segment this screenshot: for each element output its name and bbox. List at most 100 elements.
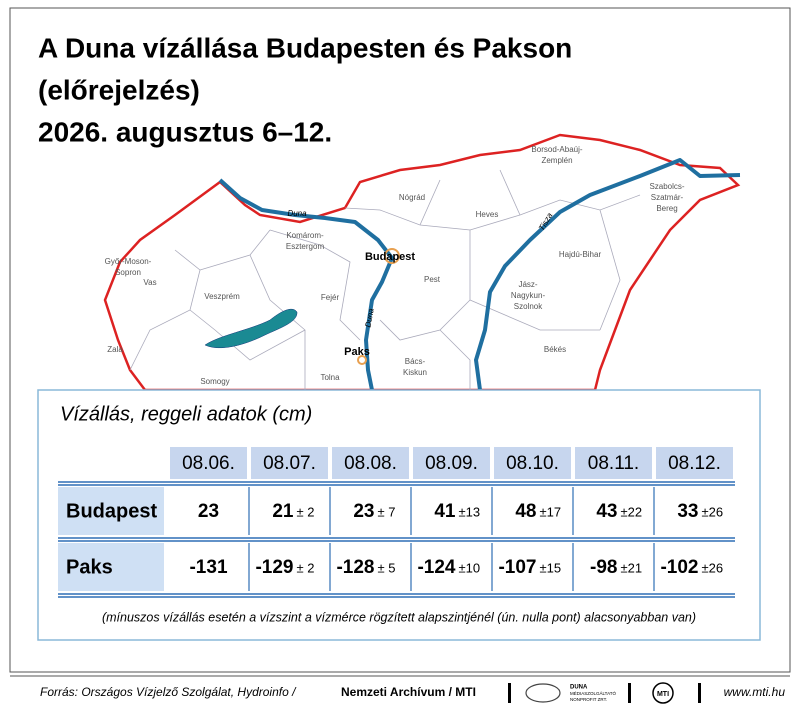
cell-value: 41 bbox=[434, 501, 456, 522]
county-label: Sopron bbox=[115, 268, 141, 277]
footer: Forrás: Országos Vízjelző Szolgálat, Hyd… bbox=[40, 682, 786, 704]
table-note: (mínuszos vízállás esetén a vízszint a v… bbox=[102, 610, 696, 624]
county-label: Jász- bbox=[518, 280, 537, 289]
cell-value: 21 bbox=[272, 501, 294, 522]
cell-value: -102 bbox=[660, 557, 698, 578]
lake-balaton bbox=[204, 308, 298, 348]
separator bbox=[628, 683, 631, 703]
county-label: Komárom- bbox=[286, 231, 324, 240]
title-line: 2026. augusztus 6–12. bbox=[38, 116, 332, 147]
url: www.mti.hu bbox=[724, 685, 786, 699]
row-name: Paks bbox=[66, 556, 113, 578]
cell-error: ±15 bbox=[540, 560, 562, 575]
table: 08.06. 08.07. 08.08. 08.09. 08.10. 08.11. 08.1… bbox=[58, 447, 735, 598]
header-cell bbox=[413, 447, 490, 479]
separator bbox=[698, 683, 701, 703]
county-label: Szatmár- bbox=[651, 193, 684, 202]
map: Győr-Moson- Sopron Komárom- Esztergom Vas Ves… bbox=[103, 133, 741, 392]
river-tisza bbox=[474, 158, 741, 391]
cell-value: 48 bbox=[515, 501, 536, 522]
county-label: Nagykun- bbox=[511, 291, 546, 300]
row-head bbox=[58, 487, 164, 535]
header-cell bbox=[656, 447, 733, 479]
county-label: Zemplén bbox=[541, 156, 572, 165]
row-head bbox=[58, 543, 164, 591]
county-label: Szolnok bbox=[514, 302, 543, 311]
county-label: Somogy bbox=[200, 377, 229, 386]
county-label: Heves bbox=[476, 210, 499, 219]
county-label: Bács- bbox=[405, 357, 426, 366]
county-label: Veszprém bbox=[204, 292, 240, 301]
title-line: (előrejelzés) bbox=[38, 74, 200, 105]
cell-value: -131 bbox=[189, 557, 227, 578]
cell-error: ±21 bbox=[621, 560, 643, 575]
separator bbox=[508, 683, 511, 703]
header-cell bbox=[170, 447, 247, 479]
logo-duna bbox=[525, 683, 561, 703]
column-header: 08.11. bbox=[588, 453, 639, 474]
county-label: Fejér bbox=[321, 293, 340, 302]
cell-value: 33 bbox=[677, 501, 698, 522]
cell-error: ± 5 bbox=[378, 560, 396, 575]
county-label: Győr-Moson- bbox=[105, 257, 152, 266]
county-label: Nógrád bbox=[399, 193, 425, 202]
cell-error: ±22 bbox=[621, 504, 643, 519]
row-name: Budapest bbox=[66, 500, 157, 522]
title-line: A Duna vízállása Budapesten és Pakson bbox=[38, 32, 572, 63]
county-label: Pest bbox=[424, 275, 441, 284]
cell-value: 23 bbox=[198, 501, 219, 522]
cell-error: ± 7 bbox=[378, 504, 396, 519]
river-label: Duna bbox=[364, 307, 376, 328]
logo-text: MÉDIASZOLGÁLTATÓ bbox=[570, 690, 617, 696]
header-cell bbox=[494, 447, 571, 479]
county-label: Bereg bbox=[656, 204, 677, 213]
cell-value: 43 bbox=[596, 501, 617, 522]
county-label: Tolna bbox=[320, 373, 340, 382]
county-label: Szabolcs- bbox=[649, 182, 684, 191]
logo-text: DUNA bbox=[570, 685, 588, 691]
title: A Duna vízállása Budapesten és Pakson (e… bbox=[38, 32, 572, 147]
county-label: Kiskun bbox=[403, 368, 427, 377]
river-duna bbox=[218, 178, 394, 391]
cell-value: -107 bbox=[498, 557, 536, 578]
archive: Nemzeti Archívum / MTI bbox=[341, 685, 476, 699]
city-label: Paks bbox=[344, 346, 370, 358]
cell-value: -128 bbox=[336, 557, 374, 578]
county-label: Borsod-Abaúj- bbox=[531, 145, 582, 154]
cell-value: 23 bbox=[353, 501, 374, 522]
budapest-marker bbox=[384, 248, 400, 264]
cell-error: ±26 bbox=[702, 504, 724, 519]
county-label: Békés bbox=[544, 345, 566, 354]
logo-mti bbox=[652, 682, 674, 704]
cell-value: -124 bbox=[417, 557, 455, 578]
cell-error: ±10 bbox=[459, 560, 481, 575]
cell-error: ± 2 bbox=[297, 560, 315, 575]
column-header: 08.07. bbox=[263, 453, 316, 474]
river-label: Duna bbox=[287, 209, 307, 218]
county-label: Esztergom bbox=[286, 242, 325, 251]
cell-error: ±26 bbox=[702, 560, 724, 575]
cell-value: -98 bbox=[590, 557, 617, 578]
source: Forrás: Országos Vízjelző Szolgálat, Hyd… bbox=[40, 685, 297, 699]
header-cell bbox=[332, 447, 409, 479]
county-label: Zala bbox=[107, 345, 123, 354]
logo-mti-text: MTI bbox=[657, 691, 669, 698]
column-header: 08.12. bbox=[668, 453, 721, 474]
header-cell bbox=[575, 447, 652, 479]
table-caption: Vízállás, reggeli adatok (cm) bbox=[60, 403, 312, 425]
column-header: 08.08. bbox=[344, 453, 397, 474]
column-header: 08.10. bbox=[506, 453, 559, 474]
county-label: Vas bbox=[143, 278, 156, 287]
paks-marker bbox=[357, 355, 367, 365]
cell-error: ± 2 bbox=[297, 504, 315, 519]
logo-text: NONPROFIT ZRT. bbox=[570, 697, 607, 702]
header-cell bbox=[251, 447, 328, 479]
county-label: Hajdú-Bihar bbox=[559, 250, 602, 259]
cell-value: -129 bbox=[255, 557, 293, 578]
column-header: 08.06. bbox=[182, 453, 235, 474]
city-label: Budapest bbox=[365, 251, 415, 263]
column-header: 08.09. bbox=[425, 453, 478, 474]
cell-error: ±17 bbox=[540, 504, 562, 519]
